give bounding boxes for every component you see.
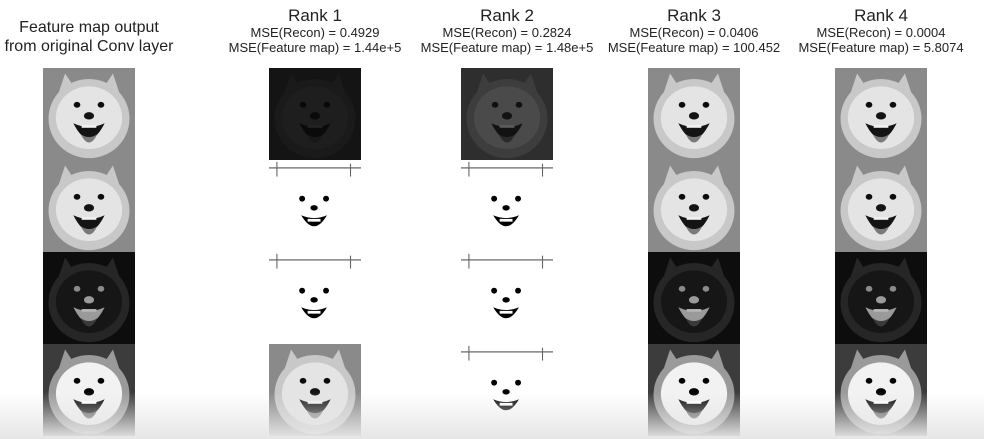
feature-map-tile-1 — [648, 68, 740, 160]
feature-map-tile-2 — [461, 160, 553, 252]
feature-map-tile-1 — [835, 68, 927, 160]
feature-map-tile-2 — [648, 160, 740, 252]
feature-map-image — [648, 68, 740, 160]
mse-feature-map-label: MSE(Feature map) = 1.48e+5 — [420, 40, 594, 55]
feature-map-image — [269, 160, 361, 252]
feature-map-image — [648, 252, 740, 344]
column-title: Rank 2 — [480, 6, 534, 25]
mse-feature-map-label: MSE(Feature map) = 100.452 — [607, 40, 781, 55]
bottom-fade — [0, 392, 984, 439]
tile-stack — [786, 68, 976, 436]
tile-stack — [0, 68, 184, 436]
feature-map-tile-2 — [835, 160, 927, 252]
feature-map-tile-3 — [835, 252, 927, 344]
feature-map-tile-1 — [461, 68, 553, 160]
feature-map-tile-3 — [648, 252, 740, 344]
mse-feature-map-label: MSE(Feature map) = 5.8074 — [798, 40, 964, 55]
feature-map-tile-2 — [269, 160, 361, 252]
feature-map-tile-2 — [43, 160, 135, 252]
feature-map-image — [269, 68, 361, 160]
feature-map-image — [461, 160, 553, 252]
feature-map-image — [835, 160, 927, 252]
feature-map-tile-3 — [43, 252, 135, 344]
feature-map-tile-3 — [461, 252, 553, 344]
feature-map-image — [648, 160, 740, 252]
column-title: Rank 3 — [667, 6, 721, 25]
title-line-1: Feature map output — [19, 19, 159, 36]
tile-stack — [599, 68, 789, 436]
feature-map-tile-3 — [269, 252, 361, 344]
feature-map-image — [461, 252, 553, 344]
feature-map-image — [43, 68, 135, 160]
feature-map-image — [835, 252, 927, 344]
mse-recon-label: MSE(Recon) = 0.0004 — [816, 25, 946, 40]
column-title-original: Feature map output from original Conv la… — [0, 18, 184, 56]
mse-recon-label: MSE(Recon) = 0.4929 — [250, 25, 380, 40]
mse-recon-label: MSE(Recon) = 0.0406 — [629, 25, 759, 40]
feature-map-image — [43, 252, 135, 344]
tile-stack — [412, 68, 602, 436]
mse-feature-map-label: MSE(Feature map) = 1.44e+5 — [228, 40, 402, 55]
feature-map-tile-1 — [269, 68, 361, 160]
column-title: Rank 4 — [854, 6, 908, 25]
column-title: Rank 1 — [288, 6, 342, 25]
feature-map-image — [835, 68, 927, 160]
feature-map-image — [43, 160, 135, 252]
tile-stack — [220, 68, 410, 436]
title-line-2: from original Conv layer — [4, 38, 174, 55]
feature-map-tile-1 — [43, 68, 135, 160]
feature-map-image — [461, 68, 553, 160]
feature-map-image — [269, 252, 361, 344]
mse-recon-label: MSE(Recon) = 0.2824 — [442, 25, 572, 40]
